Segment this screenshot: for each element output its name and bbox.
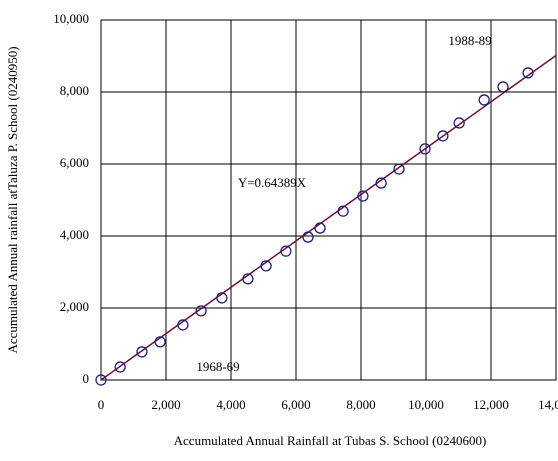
y-tick-label: 6,000 (60, 155, 89, 170)
x-tick-label: 0 (98, 397, 105, 412)
data-point (453, 117, 465, 129)
plot-border (100, 19, 557, 381)
annotation: 1968-69 (196, 359, 239, 374)
y-tick-label: 4,000 (60, 227, 89, 242)
data-point (154, 336, 166, 348)
data-point (522, 67, 534, 79)
x-tick-label: 6,000 (281, 397, 310, 412)
data-point (375, 177, 387, 189)
data-point (136, 346, 148, 358)
data-point (95, 374, 107, 386)
y-axis-label: Accumulated Annual rainfall atTaluza P. … (5, 46, 20, 353)
y-tick-label: 2,000 (60, 299, 89, 314)
data-point (114, 361, 126, 373)
data-point (216, 292, 228, 304)
data-point (195, 305, 207, 317)
data-point (478, 94, 490, 106)
data-point (177, 319, 189, 331)
data-point (242, 273, 254, 285)
x-axis-label: Accumulated Annual Rainfall at Tubas S. … (174, 433, 487, 448)
data-point (302, 231, 314, 243)
annotation: 1988-89 (448, 33, 491, 48)
data-point (337, 205, 349, 217)
x-tick-label: 2,000 (151, 397, 180, 412)
y-tick-label: 0 (83, 371, 90, 386)
x-tick-label: 12,000 (473, 397, 509, 412)
data-point (419, 143, 431, 155)
data-point (357, 190, 369, 202)
data-point (314, 222, 326, 234)
fit-line (100, 54, 557, 381)
x-tick-label: 14,000 (538, 397, 558, 412)
x-tick-label: 10,000 (408, 397, 444, 412)
y-tick-label: 8,000 (60, 83, 89, 98)
annotation: Y=0.64389X (238, 175, 307, 190)
y-tick-label: 10,000 (53, 11, 89, 26)
data-point (393, 163, 405, 175)
x-tick-label: 4,000 (216, 397, 245, 412)
x-tick-label: 8,000 (346, 397, 375, 412)
data-point (497, 81, 509, 93)
data-point (437, 130, 449, 142)
data-point (280, 245, 292, 257)
data-point (260, 260, 272, 272)
